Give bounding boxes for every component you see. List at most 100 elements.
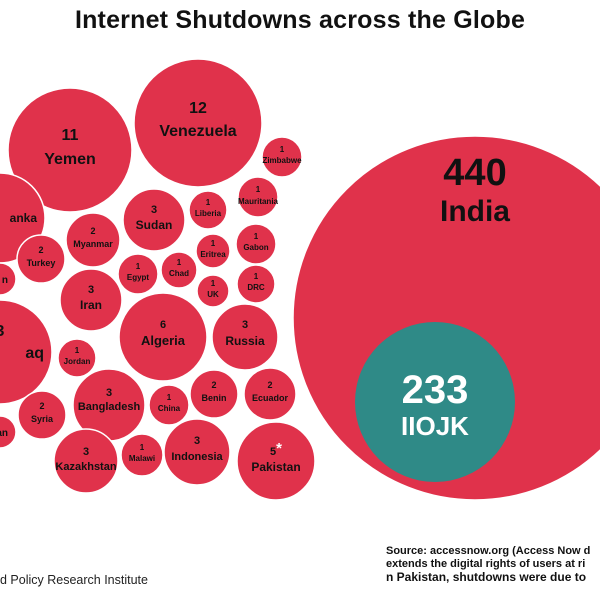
bubble-circle-myanmar [65, 212, 121, 268]
bubble-label-jordan: Jordan [64, 357, 91, 366]
bubble-circle-jordan [57, 338, 97, 378]
bubble-label-kazakhstan: Kazakhstan [55, 461, 116, 473]
bubble-label-benin: Benin [201, 393, 226, 403]
bubble-benin: 2 Benin [189, 369, 239, 419]
bubble-label-liberia: Liberia [195, 209, 222, 218]
bubble-value-eritrea: 1 [211, 239, 216, 248]
bubble-value-yemen: 11 [62, 127, 79, 144]
bubble-sudan: 3 Sudan [122, 188, 186, 252]
bubble-value-mauritania: 1 [256, 185, 261, 194]
bubble-label-gabon: Gabon [243, 243, 268, 252]
bubble-value-syria: 2 [39, 401, 44, 411]
bubble-value-jordan: 1 [75, 346, 80, 355]
bubble-circle-kazakhstan [53, 428, 119, 494]
bubble-an: an [0, 415, 17, 449]
bubble-china: 1 China [148, 384, 190, 426]
bubble-circle-liberia [188, 190, 228, 230]
bubble-circle-zimbabwe [261, 136, 303, 178]
bubble-russia: 3 Russia [211, 303, 279, 371]
bubble-circle-uk [196, 274, 230, 308]
bubble-algeria: 6 Algeria [118, 292, 208, 382]
bubble-aq: 3 aq [0, 299, 53, 405]
bubble-kazakhstan: 3 Kazakhstan [53, 428, 119, 494]
bubble-uk: 1 UK [196, 274, 230, 308]
bubble-gabon: 1 Gabon [235, 223, 277, 265]
bubble-circle-ecuador [243, 367, 297, 421]
bubble-eritrea: 1 Eritrea [195, 233, 231, 269]
bubble-label-eritrea: Eritrea [200, 250, 226, 259]
bubble-value-drc: 1 [254, 272, 259, 281]
bubble-label-egypt: Egypt [127, 273, 150, 282]
bubble-circle-gabon [235, 223, 277, 265]
bubble-value-iran: 3 [88, 284, 94, 296]
source-line-2: extends the digital rights of users at r… [386, 558, 586, 570]
bubble-malawi: 1 Malawi [120, 433, 164, 477]
source-line-1: Source: accessnow.org (Access Now d [386, 545, 591, 557]
bubble-circle-syria [17, 390, 67, 440]
source-footnote: *In Pakistan, shutdowns were due to [386, 570, 587, 584]
bubble-value-egypt: 1 [136, 262, 141, 271]
bubble-circle-pakistan [236, 421, 316, 501]
bubble-yemen: 11 Yemen [7, 87, 133, 213]
bubble-value-indonesia: 3 [194, 435, 200, 447]
bubble-label-myanmar: Myanmar [73, 239, 113, 249]
bubble-label-yemen: Yemen [44, 151, 96, 168]
bubble-value-india: 440 [443, 152, 506, 194]
bubble-value-liberia: 1 [206, 198, 211, 207]
bubble-label-malawi: Malawi [129, 454, 155, 463]
bubble-value-bangladesh: 3 [106, 387, 112, 399]
bubble-value-venezuela: 12 [189, 100, 207, 117]
bubble-label-russia: Russia [225, 334, 265, 348]
bubble-venezuela: 12 Venezuela [133, 58, 263, 188]
bubble-mauritania: 1 Mauritania [237, 176, 279, 218]
bubble-circle-iiojk [355, 322, 515, 482]
bubble-circle-aq [0, 299, 53, 405]
bubble-value-zimbabwe: 1 [280, 145, 285, 154]
bubble-label-algeria: Algeria [141, 333, 186, 348]
bubble-circle-venezuela [133, 58, 263, 188]
bubble-label-aq: aq [25, 345, 44, 362]
bubble-value-algeria: 6 [160, 319, 166, 331]
bubble-label-bangladesh: Bangladesh [78, 401, 141, 413]
bubble-label-n: n [2, 275, 8, 286]
bubble-label-chad: Chad [169, 269, 189, 278]
institute-credit: d Policy Research Institute [0, 573, 148, 587]
bubble-pakistan: 5*Pakistan [236, 421, 316, 501]
bubble-label-ecuador: Ecuador [252, 393, 289, 403]
bubble-indonesia: 3 Indonesia [163, 418, 231, 486]
bubble-syria: 2 Syria [17, 390, 67, 440]
bubble-value-uk: 1 [211, 279, 216, 288]
bubble-circle-n [0, 262, 17, 296]
bubble-value-myanmar: 2 [90, 226, 95, 236]
bubble-liberia: 1 Liberia [188, 190, 228, 230]
bubble-circle-drc [236, 264, 276, 304]
bubble-circle-iran [59, 268, 123, 332]
bubble-value-gabon: 1 [254, 232, 259, 241]
bubble-circle-mauritania [237, 176, 279, 218]
bubble-bangladesh: 3 Bangladesh [72, 368, 146, 442]
bubble-circle-eritrea [195, 233, 231, 269]
bubble-label-india: India [440, 195, 510, 228]
bubble-circle-malawi [120, 433, 164, 477]
bubble-value-china: 1 [167, 393, 172, 402]
bubble-label-mauritania: Mauritania [238, 197, 279, 206]
bubble-value-benin: 2 [211, 380, 216, 390]
bubble-turkey: 2 Turkey [16, 234, 66, 284]
bubble-label-turkey: Turkey [27, 258, 56, 268]
bubble-value-iiojk: 233 [402, 368, 469, 412]
source-note: Source: accessnow.org (Access Now d exte… [386, 545, 600, 584]
bubble-circle-egypt [117, 253, 159, 295]
bubble-value-malawi: 1 [140, 443, 145, 452]
bubble-label-indonesia: Indonesia [171, 451, 223, 463]
bubble-label-anka: anka [10, 211, 38, 225]
bubble-value-sudan: 3 [151, 204, 157, 216]
bubble-circle-yemen [7, 87, 133, 213]
bubble-label-pakistan: Pakistan [251, 460, 300, 474]
bubble-label-syria: Syria [31, 414, 54, 424]
bubble-label-an: an [0, 428, 8, 439]
bubble-drc: 1 DRC [236, 264, 276, 304]
bubble-circle-sudan [122, 188, 186, 252]
bubble-circle-indonesia [163, 418, 231, 486]
